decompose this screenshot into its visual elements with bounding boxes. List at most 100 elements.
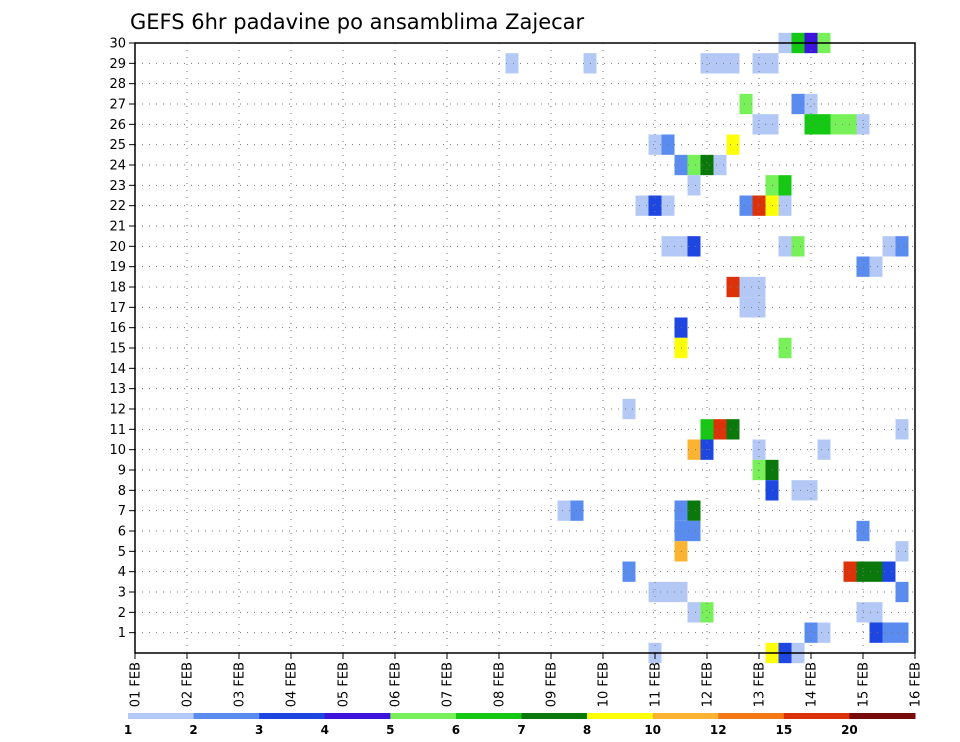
colorbar-swatch [783, 713, 850, 719]
colorbar-swatch [193, 713, 260, 719]
colorbar-swatch [521, 713, 588, 719]
y-tick-label: 11 [109, 423, 126, 438]
colorbar-label: 12 [710, 723, 727, 737]
precip-cell [700, 53, 714, 74]
colorbar-swatch [128, 713, 195, 719]
precip-cell [895, 419, 909, 440]
x-tick-label: 03 FEB [233, 662, 248, 707]
precip-cell [648, 581, 662, 603]
colorbar-swatch [718, 713, 785, 719]
y-tick-label: 15 [109, 342, 126, 357]
precip-cell [804, 622, 818, 643]
x-tick-label: 16 FEB [909, 662, 924, 707]
precip-cell [622, 398, 636, 420]
colorbar-swatch [455, 713, 522, 719]
precip-cell [713, 419, 727, 440]
colorbar-swatch [259, 713, 326, 719]
precip-cell [817, 114, 831, 135]
colorbar-swatch [652, 713, 719, 719]
precip-cell [869, 602, 883, 623]
precip-cell [778, 195, 792, 216]
precip-cell [739, 276, 753, 298]
x-tick-label: 14 FEB [805, 662, 820, 707]
y-tick-label: 3 [118, 586, 126, 601]
colorbar-swatch [324, 713, 391, 719]
colorbar-swatch [849, 713, 916, 719]
precip-cell [739, 297, 753, 318]
precip-cell [869, 622, 883, 643]
precip-cell [778, 337, 792, 359]
colorbar-swatch [390, 713, 457, 719]
precip-cell [804, 114, 818, 135]
precip-cell [804, 480, 818, 501]
y-tick-label: 12 [109, 403, 126, 418]
y-tick-label: 5 [118, 545, 126, 560]
precip-cell [700, 602, 714, 623]
precip-cell [726, 419, 740, 440]
precip-cell [895, 622, 909, 643]
x-tick-label: 04 FEB [285, 662, 300, 707]
y-tick-label: 7 [118, 504, 126, 519]
y-tick-label: 14 [109, 362, 126, 377]
precip-cell [713, 53, 727, 74]
y-tick-label: 1 [118, 626, 126, 641]
y-tick-label: 28 [109, 77, 126, 92]
y-tick-label: 19 [109, 260, 126, 275]
precip-cell [687, 602, 701, 623]
precip-cell [791, 480, 805, 501]
colorbar-label: 5 [386, 723, 394, 737]
precip-cell [687, 154, 701, 176]
precip-cell [713, 154, 727, 176]
precip-cell [778, 175, 792, 196]
precip-cell [687, 500, 701, 521]
y-tick-label: 6 [118, 525, 126, 540]
precip-cell [687, 236, 701, 257]
y-tick-label: 27 [109, 98, 126, 113]
precip-cell [726, 53, 740, 74]
precip-cell [869, 561, 883, 582]
colorbar-label: 15 [775, 723, 792, 737]
precip-cell [700, 154, 714, 176]
precip-cell [869, 256, 883, 277]
y-tick-label: 26 [109, 118, 126, 133]
y-tick-label: 24 [109, 159, 126, 174]
precip-cell [882, 622, 896, 643]
grid-layer [135, 42, 915, 653]
x-axis: 01 FEB 02 FEB 03 FEB 04 FEB 05 FEB 06 FEB 07 F… [129, 653, 924, 707]
x-tick-label: 11 FEB [649, 662, 664, 707]
precip-cell [648, 134, 662, 155]
precip-cell [648, 195, 662, 216]
x-tick-label: 15 FEB [857, 662, 872, 707]
y-tick-label: 17 [109, 301, 126, 316]
colorbar-label: 3 [255, 723, 263, 737]
precip-cell [622, 561, 636, 582]
x-tick-label: 08 FEB [493, 662, 508, 707]
y-tick-label: 25 [109, 138, 126, 153]
colorbar-label: 6 [452, 723, 460, 737]
y-tick-label: 16 [109, 321, 126, 336]
colorbar-label: 2 [189, 723, 197, 737]
y-tick-label: 20 [109, 240, 126, 255]
precip-cell [817, 622, 831, 643]
colorbar: 1 2 3 4 5 6 7 8 10 12 15 20 [124, 713, 916, 737]
precip-cell [778, 236, 792, 257]
y-axis: 1234567891011121314151617181920212223242… [109, 37, 135, 641]
precip-cell [687, 175, 701, 196]
precip-cell [557, 500, 571, 521]
precip-cell [791, 236, 805, 257]
y-tick-label: 2 [118, 606, 126, 621]
x-tick-label: 02 FEB [181, 662, 196, 707]
precip-cell [687, 520, 701, 542]
precip-cell [817, 439, 831, 460]
precip-cell [726, 134, 740, 155]
colorbar-label: 4 [321, 723, 329, 737]
precip-cell [882, 236, 896, 257]
precip-cell [882, 561, 896, 582]
precip-cell [895, 581, 909, 603]
precip-cell [739, 195, 753, 216]
colorbar-label: 7 [517, 723, 525, 737]
precip-cell [804, 93, 818, 115]
precip-cell [505, 53, 519, 74]
precip-cell [726, 276, 740, 298]
x-tick-label: 05 FEB [337, 662, 352, 707]
